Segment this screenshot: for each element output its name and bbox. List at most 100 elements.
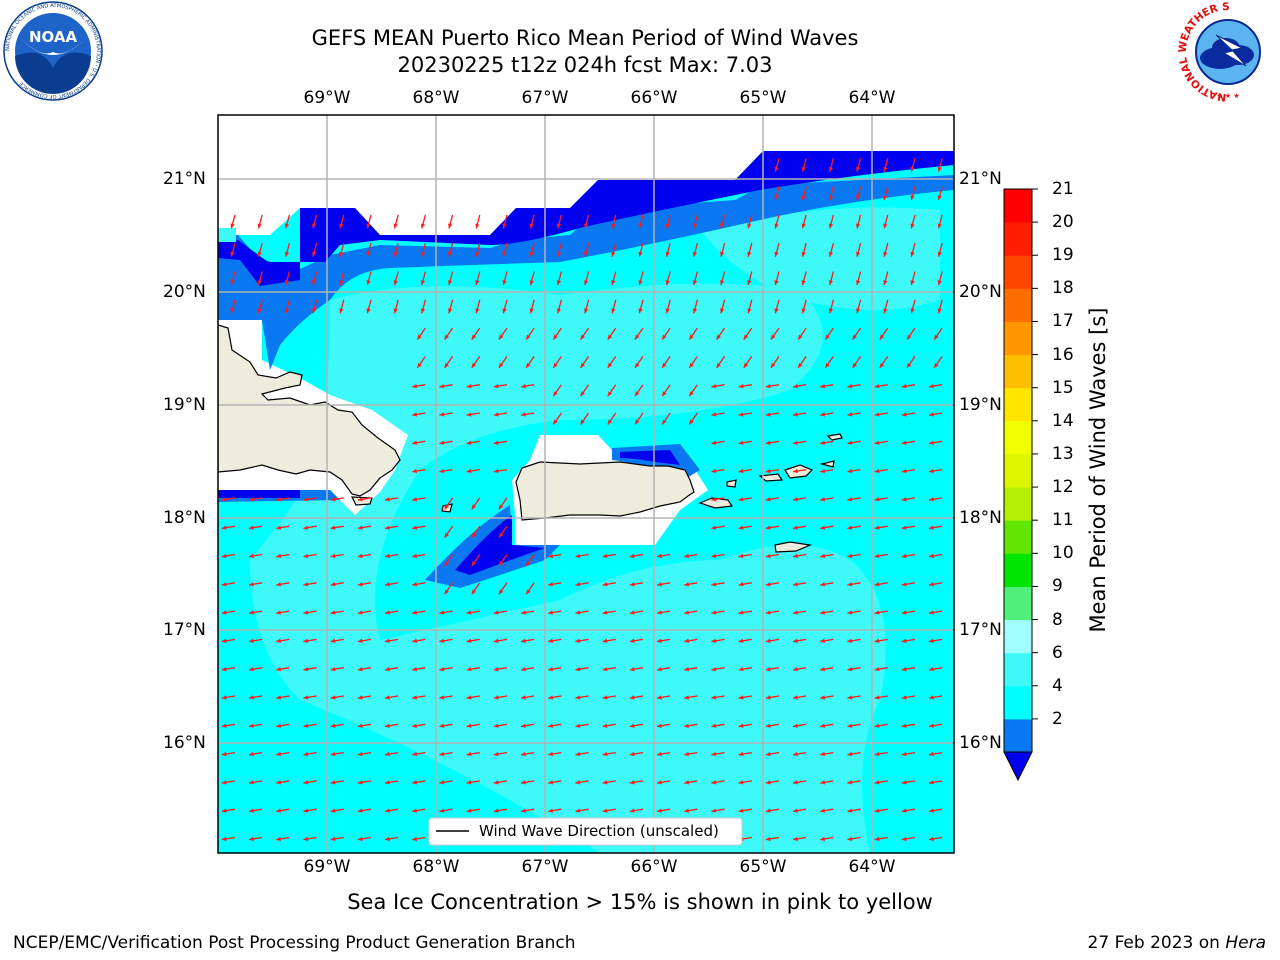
wave-direction-arrowhead: [634, 334, 640, 340]
wave-direction-arrowhead: [774, 166, 779, 172]
sea-ice-note: Sea Ice Concentration > 15% is shown in …: [347, 890, 933, 914]
wave-direction-arrowhead: [412, 836, 418, 842]
wave-direction-arrowhead: [937, 280, 942, 286]
wave-direction-arrowhead: [847, 553, 853, 559]
wave-direction-arrowhead: [439, 638, 445, 643]
wave-direction-arrowhead: [602, 638, 608, 643]
puerto-rico-land: [515, 461, 695, 521]
wave-direction-arrowhead: [466, 723, 472, 728]
colorbar-tick-label: 10: [1052, 543, 1074, 564]
wave-direction-arrowhead: [584, 251, 589, 257]
wave-direction-arrowhead: [874, 440, 880, 445]
colorbar-tick-label: 18: [1052, 278, 1074, 299]
wave-direction-arrowhead: [466, 468, 472, 474]
wave-direction-arrowhead: [330, 751, 336, 757]
wave-direction-arrowhead: [910, 308, 915, 314]
lon-label: 65°W: [739, 857, 787, 877]
lat-label: 16°N: [163, 733, 206, 753]
wave-direction-arrowhead: [657, 666, 662, 672]
wave-direction-arrowhead: [221, 497, 227, 502]
wave-direction-arrowhead: [498, 362, 504, 368]
wave-direction-arrowhead: [738, 383, 744, 389]
wave-direction-arrowhead: [689, 362, 694, 368]
colorbar-bin: [1004, 420, 1032, 455]
wave-direction-arrowhead: [498, 504, 504, 510]
colorbar-tick-label: 19: [1052, 245, 1074, 266]
wave-direction-arrowhead: [906, 334, 912, 340]
wave-direction-arrowhead: [711, 751, 717, 757]
wave-direction-arrowhead: [883, 308, 888, 314]
colorbar-tick-label: 21: [1052, 179, 1074, 199]
wave-direction-arrowhead: [439, 723, 445, 728]
wave-direction-arrowhead: [874, 525, 880, 530]
footer-host: Hera: [1225, 933, 1266, 953]
wave-direction-arrowhead: [393, 251, 398, 257]
wave-direction-arrowhead: [249, 638, 254, 643]
wave-direction-arrowhead: [602, 780, 608, 785]
wave-direction-arrowhead: [230, 308, 235, 314]
wave-direction-arrowhead: [584, 223, 589, 229]
wave-direction-arrowhead: [847, 723, 853, 728]
wave-direction-arrowhead: [521, 695, 526, 700]
wave-direction-arrowhead: [357, 780, 363, 785]
wave-direction-arrowhead: [874, 695, 880, 700]
wave-direction-arrowhead: [276, 666, 282, 672]
wave-direction-arrowhead: [284, 280, 290, 286]
wave-direction-arrowhead: [657, 723, 662, 728]
wave-direction-arrowhead: [529, 308, 534, 314]
wave-direction-arrowhead: [828, 308, 834, 314]
colorbar-tick-label: 2: [1052, 708, 1063, 729]
wave-direction-arrowhead: [412, 638, 418, 643]
wave-direction-arrowhead: [312, 251, 317, 257]
wave-direction-arrowhead: [929, 638, 934, 643]
wave-direction-arrowhead: [420, 280, 426, 286]
wave-direction-arrowhead: [937, 195, 942, 201]
lon-label: 67°W: [521, 857, 569, 877]
wave-direction-arrowhead: [502, 251, 507, 257]
wave-direction-arrowhead: [548, 582, 554, 587]
wave-direction-arrowhead: [611, 308, 616, 314]
wave-direction-arrowhead: [602, 610, 608, 615]
wave-direction-arrowhead: [929, 412, 934, 417]
wave-direction-arrowhead: [798, 334, 803, 340]
wave-direction-arrowhead: [303, 610, 309, 615]
wave-direction-arrowhead: [738, 638, 744, 643]
wave-direction-arrowhead: [493, 751, 499, 757]
wave-direction-arrowhead: [580, 419, 585, 425]
wave-direction-arrowhead: [665, 280, 670, 286]
wave-direction-arrowhead: [910, 195, 915, 201]
lon-label: 64°W: [848, 88, 896, 108]
svg-text:★ ★ ★: ★ ★ ★: [1216, 92, 1239, 100]
wave-direction-arrowhead: [856, 223, 861, 229]
wave-direction-arrowhead: [662, 362, 667, 368]
lat-label: 18°N: [959, 508, 1002, 528]
wave-direction-arrowhead: [498, 532, 504, 538]
wave-direction-arrowhead: [439, 751, 445, 757]
wave-direction-arrowhead: [357, 695, 363, 700]
wave-direction-arrowhead: [879, 334, 885, 340]
wave-direction-arrowhead: [847, 525, 853, 530]
wave-direction-arrowhead: [820, 412, 826, 417]
wave-direction-arrowhead: [874, 638, 880, 643]
wave-direction-arrowhead: [901, 582, 907, 587]
wave-direction-arrowhead: [820, 836, 826, 842]
wave-direction-arrowhead: [906, 362, 912, 368]
wave-direction-arrowhead: [553, 391, 558, 397]
wave-direction-arrowhead: [662, 391, 667, 397]
wave-direction-arrowhead: [901, 780, 907, 785]
wave-direction-arrowhead: [689, 391, 694, 397]
colorbar-bin: [1004, 553, 1032, 587]
wave-direction-arrowhead: [493, 440, 499, 445]
wave-direction-arrowhead: [448, 251, 453, 257]
wave-direction-arrowhead: [801, 223, 806, 229]
wave-direction-arrowhead: [793, 525, 798, 530]
wave-direction-arrowhead: [937, 251, 942, 257]
wave-direction-arrowhead: [607, 362, 613, 368]
wave-direction-arrowhead: [357, 582, 363, 587]
wave-direction-arrowhead: [828, 195, 834, 201]
wave-direction-arrowhead: [502, 280, 507, 286]
wave-direction-arrowhead: [847, 468, 853, 474]
lon-label: 64°W: [848, 857, 896, 877]
wave-direction-arrowhead: [249, 497, 254, 502]
